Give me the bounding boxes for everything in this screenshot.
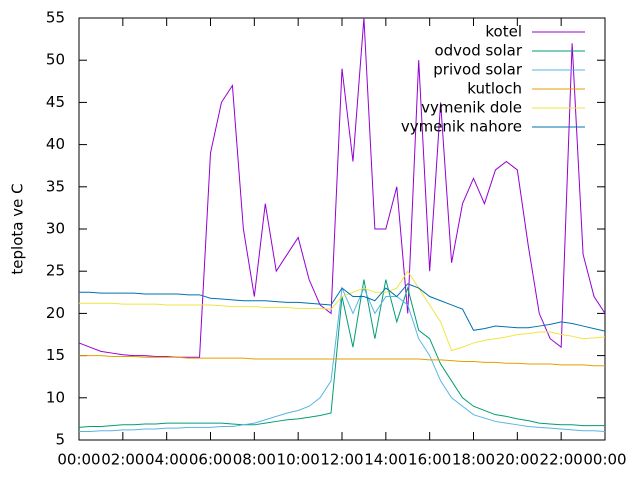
legend-label: vymenik nahore <box>401 118 522 136</box>
y-tick-label: 15 <box>46 346 65 364</box>
x-tick-label: 00:00 <box>583 451 626 469</box>
y-axis-label: teplota ve C <box>9 183 27 274</box>
x-tick-label: 22:00 <box>540 451 583 469</box>
series-line <box>79 283 606 332</box>
y-tick-label: 50 <box>46 51 65 69</box>
legend-label: odvod solar <box>434 42 522 60</box>
legend-label: kotel <box>485 23 522 41</box>
x-tick-label: 02:00 <box>101 451 144 469</box>
y-tick-label: 5 <box>55 431 65 449</box>
series-line <box>79 270 606 352</box>
y-tick-label: 45 <box>46 93 65 111</box>
y-tick-label: 25 <box>46 262 65 280</box>
y-tick-label: 40 <box>46 135 65 153</box>
series-line <box>78 279 605 428</box>
series-line <box>79 355 605 367</box>
x-tick-label: 10:00 <box>277 451 320 469</box>
x-tick-label: 08:00 <box>233 451 276 469</box>
x-tick-label: 00:00 <box>57 451 100 469</box>
x-tick-label: 06:00 <box>189 451 232 469</box>
series-line <box>79 286 606 433</box>
x-tick-label: 18:00 <box>452 451 495 469</box>
legend-label: privod solar <box>433 61 523 79</box>
y-tick-label: 10 <box>46 388 65 406</box>
legend-label: vymenik dole <box>421 99 522 117</box>
x-tick-label: 20:00 <box>496 451 539 469</box>
x-tick-label: 12:00 <box>320 451 363 469</box>
x-tick-label: 14:00 <box>364 451 407 469</box>
x-tick-label: 04:00 <box>145 451 188 469</box>
y-tick-label: 35 <box>46 177 65 195</box>
series-line <box>78 17 606 358</box>
y-tick-label: 30 <box>46 220 65 238</box>
x-tick-label: 16:00 <box>408 451 451 469</box>
legend-label: kutloch <box>467 80 522 98</box>
y-tick-label: 20 <box>46 304 65 322</box>
y-tick-label: 55 <box>46 9 65 27</box>
